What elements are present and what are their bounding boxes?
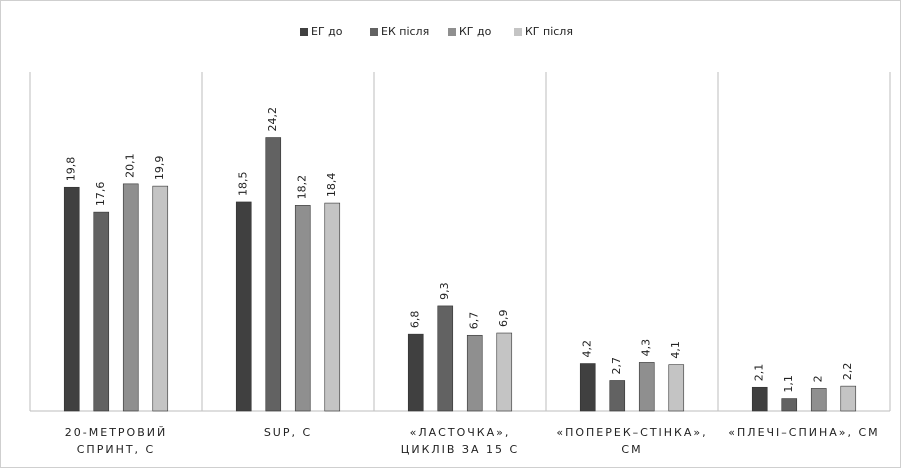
bar — [122, 183, 139, 412]
bar — [840, 385, 857, 412]
legend-swatch — [514, 28, 522, 36]
bar — [294, 205, 311, 412]
value-label: 2,1 — [753, 364, 766, 382]
x-tick-label: «ЛАСТОЧКА», ЦИКЛІВ ЗА 15 С — [400, 426, 520, 456]
bar — [407, 333, 424, 412]
bar — [324, 202, 341, 412]
bar — [63, 186, 80, 412]
legend-label: КГ до — [459, 25, 492, 38]
value-label: 2,2 — [841, 363, 854, 381]
value-label: 18,5 — [237, 171, 250, 196]
bar — [810, 388, 827, 412]
x-tick-label: 20-МЕТРОВИЙ СПРИНТ, С — [64, 426, 168, 456]
bar — [781, 398, 798, 412]
legend-label: ЕГ до — [311, 25, 343, 38]
legend-swatch — [300, 28, 308, 36]
value-label: 4,1 — [669, 341, 682, 359]
value-label: 17,6 — [94, 182, 107, 207]
value-label: 18,2 — [296, 175, 309, 200]
value-label: 24,2 — [266, 107, 279, 132]
bar — [152, 185, 169, 412]
bar — [496, 332, 513, 412]
bar — [609, 380, 626, 412]
bar — [751, 386, 768, 412]
legend-label: ЕК після — [381, 25, 429, 38]
bar — [668, 364, 685, 412]
value-label: 2,7 — [610, 357, 623, 375]
value-label: 4,3 — [640, 339, 653, 357]
legend-label: КГ після — [525, 25, 573, 38]
value-label: 20,1 — [124, 153, 137, 178]
legend-swatch — [448, 28, 456, 36]
value-label: 19,8 — [65, 157, 78, 182]
bar — [265, 137, 282, 412]
x-tick-label: «ПОПЕРЕК–СТІНКА», СМ — [556, 426, 708, 456]
bar — [235, 201, 252, 412]
bar — [466, 334, 483, 412]
x-tick-label: SUP, С — [263, 426, 313, 439]
value-label: 6,8 — [409, 311, 422, 329]
value-label: 18,4 — [325, 173, 338, 198]
bar — [579, 363, 596, 412]
value-label: 19,9 — [153, 156, 166, 181]
x-tick-label: «ПЛЕЧІ–СПИНА», СМ — [728, 426, 880, 439]
value-label: 6,7 — [468, 312, 481, 330]
bar — [437, 305, 454, 412]
value-label: 1,1 — [782, 375, 795, 393]
value-label: 6,9 — [497, 310, 510, 328]
value-label: 4,2 — [581, 340, 594, 358]
bar — [93, 211, 110, 412]
value-label: 9,3 — [438, 282, 451, 300]
value-label: 2 — [812, 375, 825, 382]
bar — [638, 362, 655, 412]
legend-swatch — [370, 28, 378, 36]
